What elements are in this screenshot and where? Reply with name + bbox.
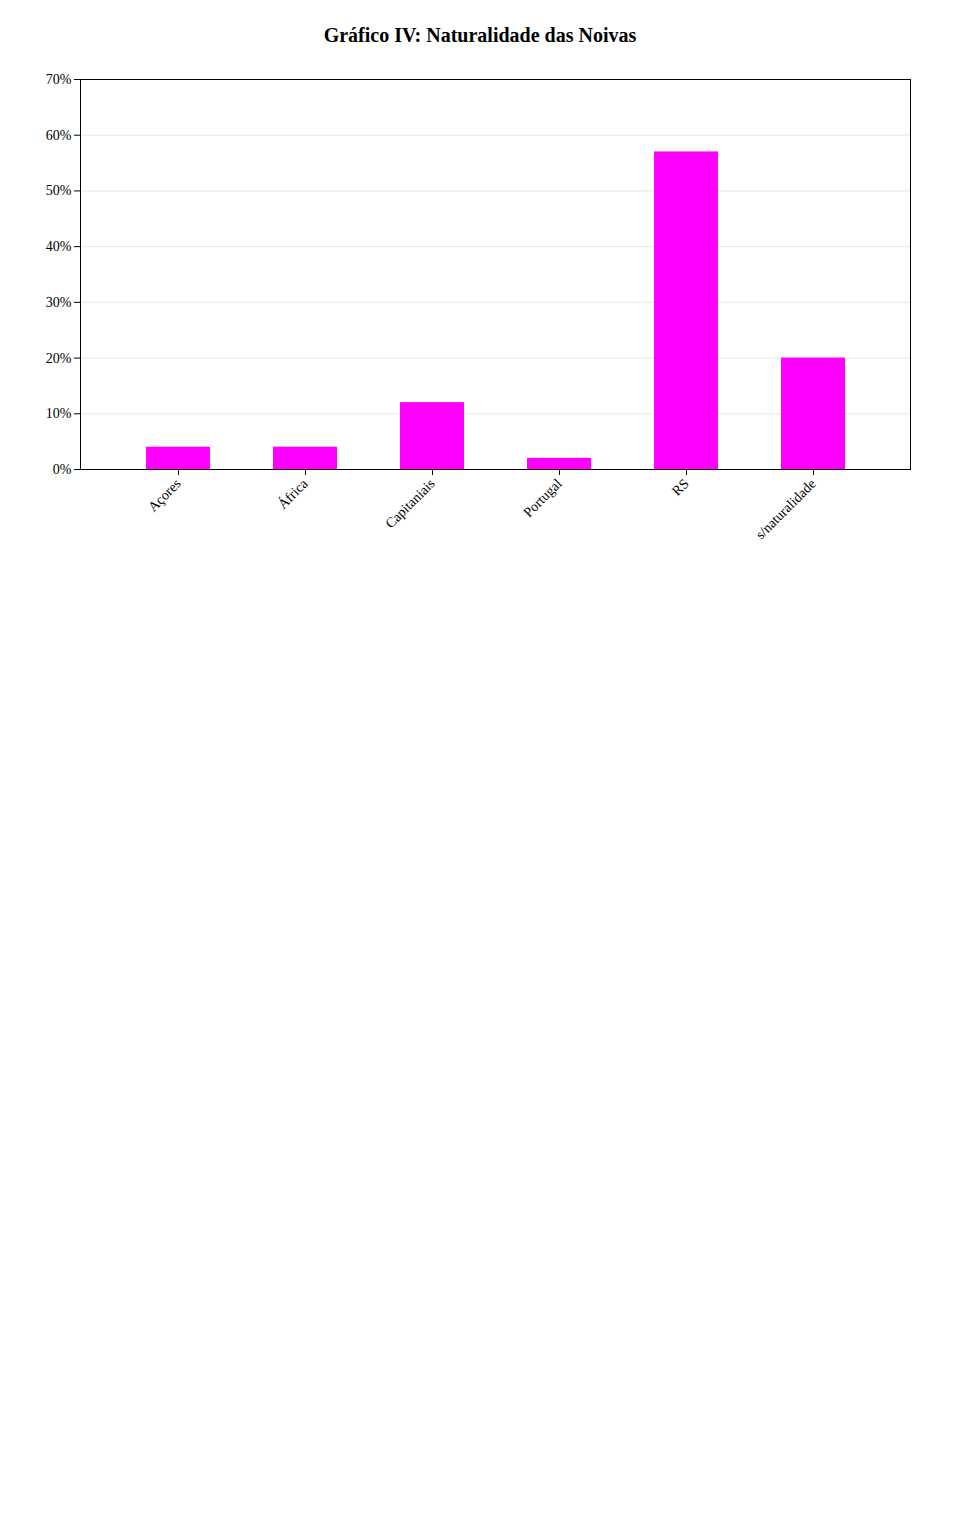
svg-text:30%: 30% [46, 295, 72, 310]
svg-text:0%: 0% [53, 462, 72, 477]
svg-text:s/naturalidade: s/naturalidade [753, 476, 819, 542]
svg-text:70%: 70% [46, 72, 72, 87]
html-text:Gráfico IV: Naturalidade das N: Gráfico IV: Naturalidade das Noivas [323, 24, 637, 46]
svg-text:40%: 40% [46, 239, 72, 254]
svg-text:África: África [274, 475, 311, 512]
svg-text:10%: 10% [46, 406, 72, 421]
svg-text:20%: 20% [46, 351, 72, 366]
svg-text:Portugal: Portugal [521, 476, 565, 520]
svg-text:Capitaniais: Capitaniais [383, 476, 438, 531]
svg-text:50%: 50% [46, 183, 72, 198]
svg-text:RS: RS [669, 476, 692, 499]
svg-text:60%: 60% [46, 128, 72, 143]
svg-text:Açores: Açores [145, 476, 184, 515]
